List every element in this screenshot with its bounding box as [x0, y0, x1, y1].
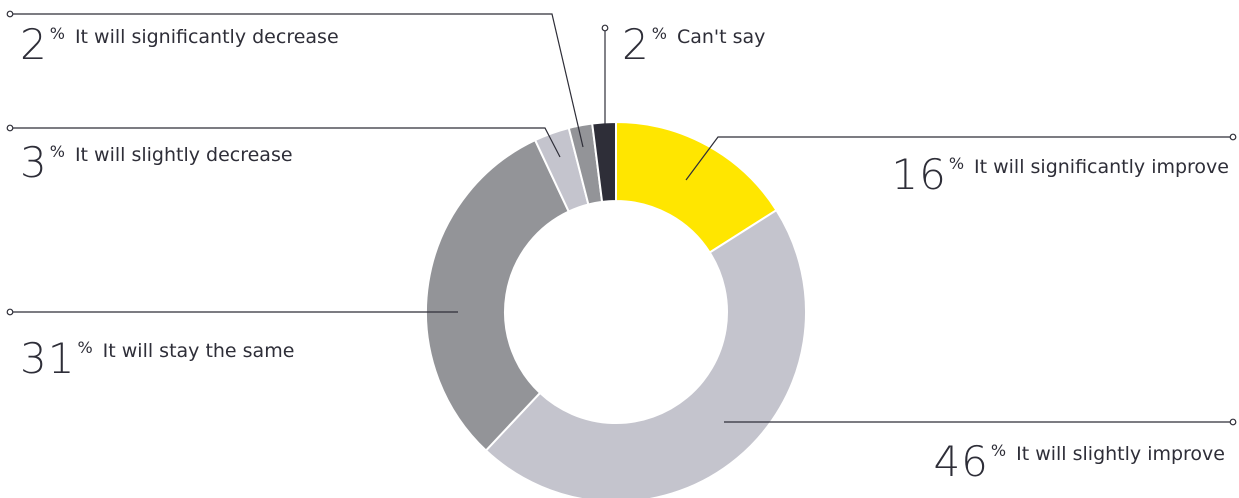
text-slightly-improve: It will slightly improve	[1016, 443, 1225, 465]
value-significantly-decrease: 2	[20, 20, 48, 69]
leader-cant-say-endpoint	[601, 24, 609, 32]
slice-cant-say	[591, 120, 617, 203]
slice-stay-the-same	[425, 138, 571, 452]
percent-sign: %	[49, 142, 65, 161]
value-slightly-decrease: 3	[20, 138, 48, 187]
label-slightly-decrease: 3% It will slightly decrease	[20, 142, 293, 184]
leader-slightly-decrease-endpoint	[6, 124, 14, 132]
leader-slightly-decrease	[10, 127, 561, 158]
value-slightly-improve: 46	[933, 437, 989, 486]
leader-significantly-improve	[685, 136, 1233, 181]
leader-significantly-decrease	[10, 13, 584, 148]
leader-lines	[6, 10, 1237, 426]
donut-slices	[425, 120, 807, 498]
percent-sign: %	[651, 24, 667, 43]
percent-sign: %	[77, 338, 93, 357]
text-significantly-improve: It will significantly improve	[974, 156, 1229, 178]
text-slightly-decrease: It will slightly decrease	[74, 144, 293, 166]
leader-significantly-decrease-endpoint	[6, 10, 14, 18]
text-cant-say: Can't say	[676, 26, 766, 48]
label-significantly-improve: 16% It will significantly improve	[891, 154, 1229, 196]
label-slightly-improve: 46% It will slightly improve	[933, 441, 1225, 483]
slice-slightly-improve	[484, 208, 807, 498]
label-significantly-decrease: 2% It will significantly decrease	[20, 24, 339, 66]
label-stay-the-same: 31% It will stay the same	[20, 338, 294, 380]
leader-significantly-improve-endpoint	[1229, 133, 1237, 141]
value-significantly-improve: 16	[891, 150, 947, 199]
percent-sign: %	[948, 154, 965, 173]
text-stay-the-same: It will stay the same	[102, 340, 295, 362]
percent-sign: %	[49, 24, 65, 43]
label-cant-say: 2% Can't say	[622, 24, 765, 66]
leader-slightly-improve-endpoint	[1229, 418, 1237, 426]
text-significantly-decrease: It will significantly decrease	[74, 26, 339, 48]
value-cant-say: 2	[622, 20, 650, 69]
leader-stay-the-same-endpoint	[6, 308, 14, 316]
percent-sign: %	[990, 441, 1007, 460]
value-stay-the-same: 31	[20, 334, 76, 383]
